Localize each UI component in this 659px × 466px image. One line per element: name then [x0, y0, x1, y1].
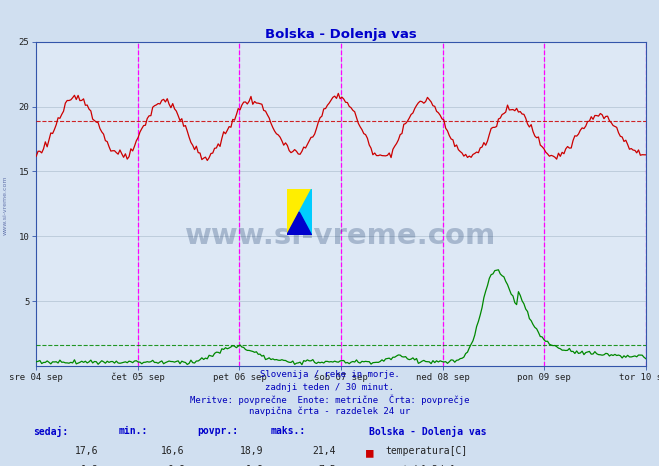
Text: sedaj:: sedaj:	[33, 426, 68, 438]
Text: Slovenija / reke in morje.: Slovenija / reke in morje.	[260, 370, 399, 379]
Text: 0,6: 0,6	[167, 465, 185, 466]
Polygon shape	[287, 212, 312, 235]
Text: Meritve: povprečne  Enote: metrične  Črta: povprečje: Meritve: povprečne Enote: metrične Črta:…	[190, 395, 469, 405]
Text: temperatura[C]: temperatura[C]	[386, 446, 468, 456]
Text: navpična črta - razdelek 24 ur: navpična črta - razdelek 24 ur	[249, 407, 410, 416]
Text: Bolska - Dolenja vas: Bolska - Dolenja vas	[369, 426, 486, 438]
Text: 1,6: 1,6	[246, 465, 264, 466]
Text: pretok[m3/s]: pretok[m3/s]	[386, 465, 456, 466]
Text: zadnji teden / 30 minut.: zadnji teden / 30 minut.	[265, 383, 394, 391]
Text: 16,6: 16,6	[161, 446, 185, 456]
Text: ■: ■	[366, 465, 373, 466]
Text: 1,8: 1,8	[81, 465, 99, 466]
Text: 18,9: 18,9	[240, 446, 264, 456]
Text: 17,6: 17,6	[75, 446, 99, 456]
Text: 7,5: 7,5	[318, 465, 336, 466]
Text: maks.:: maks.:	[270, 426, 305, 436]
Polygon shape	[287, 189, 312, 235]
Text: ■: ■	[366, 446, 373, 459]
Text: www.si-vreme.com: www.si-vreme.com	[3, 175, 8, 235]
Text: 21,4: 21,4	[312, 446, 336, 456]
Text: www.si-vreme.com: www.si-vreme.com	[185, 222, 497, 250]
Title: Bolska - Dolenja vas: Bolska - Dolenja vas	[265, 28, 417, 41]
Text: povpr.:: povpr.:	[198, 426, 239, 436]
Text: min.:: min.:	[119, 426, 148, 436]
Polygon shape	[299, 189, 312, 235]
